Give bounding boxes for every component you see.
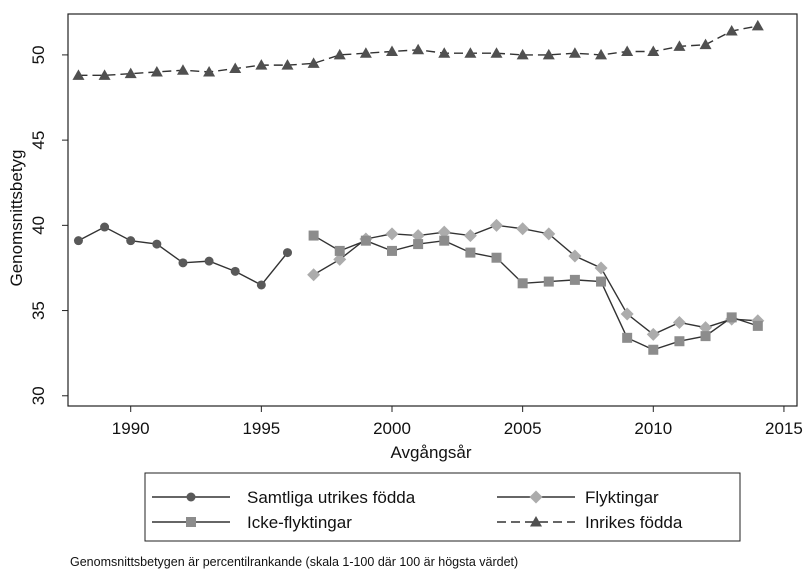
data-point bbox=[621, 45, 634, 56]
data-point bbox=[308, 230, 319, 241]
data-point bbox=[438, 47, 451, 58]
data-point bbox=[152, 239, 162, 249]
data-point bbox=[647, 45, 660, 56]
data-point bbox=[699, 38, 712, 50]
legend-marker bbox=[186, 492, 196, 502]
data-point bbox=[725, 25, 738, 36]
data-point bbox=[620, 307, 634, 321]
legend-label: Samtliga utrikes födda bbox=[247, 488, 416, 507]
data-point bbox=[203, 65, 216, 77]
x-tick-label: 1995 bbox=[242, 419, 280, 438]
data-point bbox=[385, 227, 399, 241]
data-point bbox=[124, 67, 137, 79]
x-axis-title: Avgångsår bbox=[391, 443, 472, 462]
data-point bbox=[700, 331, 711, 342]
data-point bbox=[282, 248, 292, 258]
data-point bbox=[542, 227, 556, 241]
data-point bbox=[413, 239, 424, 250]
data-point bbox=[543, 276, 554, 287]
data-point bbox=[230, 266, 240, 276]
y-tick-label: 35 bbox=[29, 301, 48, 320]
data-point bbox=[72, 69, 85, 80]
data-point bbox=[674, 336, 685, 347]
data-point bbox=[100, 222, 110, 232]
data-point bbox=[176, 64, 189, 75]
data-point bbox=[307, 57, 320, 68]
data-point bbox=[672, 315, 686, 329]
data-point bbox=[437, 225, 451, 239]
data-point bbox=[491, 252, 502, 263]
legend-marker bbox=[529, 490, 543, 504]
x-tick-label: 2000 bbox=[373, 419, 411, 438]
data-point bbox=[73, 236, 83, 246]
data-point bbox=[490, 218, 504, 232]
data-point bbox=[569, 274, 580, 285]
data-point bbox=[178, 258, 188, 268]
data-point bbox=[386, 45, 398, 56]
footnote: Genomsnittsbetygen är percentilrankande … bbox=[70, 555, 518, 569]
data-point bbox=[596, 276, 607, 287]
data-point bbox=[255, 59, 268, 70]
data-point bbox=[463, 229, 477, 243]
data-point bbox=[333, 252, 347, 266]
data-point bbox=[204, 256, 214, 266]
data-point bbox=[439, 235, 450, 246]
legend-box bbox=[144, 472, 741, 542]
data-point bbox=[517, 278, 528, 289]
data-point bbox=[464, 47, 477, 58]
y-tick-label: 30 bbox=[29, 386, 48, 405]
data-point bbox=[256, 280, 266, 290]
legend-label: Flyktingar bbox=[585, 488, 659, 507]
x-tick-label: 2005 bbox=[504, 419, 542, 438]
data-point bbox=[412, 43, 425, 55]
data-point bbox=[333, 48, 346, 60]
data-point bbox=[699, 321, 713, 335]
data-point bbox=[229, 62, 242, 74]
y-tick-label: 50 bbox=[29, 45, 48, 64]
y-axis-title: Genomsnittsbetyg bbox=[7, 149, 26, 286]
data-point bbox=[516, 222, 530, 236]
data-point bbox=[595, 48, 608, 60]
x-tick-label: 2010 bbox=[634, 419, 672, 438]
data-point bbox=[411, 229, 425, 243]
legend-marker bbox=[530, 516, 542, 527]
x-tick-label: 1990 bbox=[112, 419, 150, 438]
plot-frame bbox=[67, 13, 798, 407]
x-tick-label: 2015 bbox=[765, 419, 803, 438]
data-point bbox=[360, 235, 371, 246]
data-point bbox=[622, 332, 633, 343]
data-point bbox=[490, 47, 503, 58]
data-point bbox=[359, 47, 372, 58]
data-point bbox=[726, 312, 737, 323]
data-point bbox=[98, 69, 111, 80]
data-point bbox=[281, 59, 294, 70]
data-point bbox=[465, 247, 476, 258]
data-point bbox=[648, 344, 659, 355]
data-point bbox=[751, 19, 764, 31]
data-point bbox=[594, 261, 608, 275]
data-point bbox=[673, 40, 686, 51]
data-point bbox=[516, 48, 529, 60]
y-tick-label: 40 bbox=[29, 216, 48, 235]
data-point bbox=[568, 249, 582, 263]
legend-label: Icke-flyktingar bbox=[247, 513, 352, 532]
data-point bbox=[126, 236, 136, 246]
legend-label: Inrikes födda bbox=[585, 513, 683, 532]
data-point bbox=[150, 65, 163, 77]
data-point bbox=[568, 47, 581, 58]
data-point bbox=[752, 320, 763, 331]
data-point bbox=[542, 48, 555, 60]
data-point bbox=[387, 245, 397, 256]
data-point bbox=[307, 268, 321, 282]
y-tick-label: 45 bbox=[29, 131, 48, 150]
data-point bbox=[334, 245, 345, 256]
legend-marker bbox=[186, 517, 196, 527]
data-point bbox=[646, 327, 660, 341]
